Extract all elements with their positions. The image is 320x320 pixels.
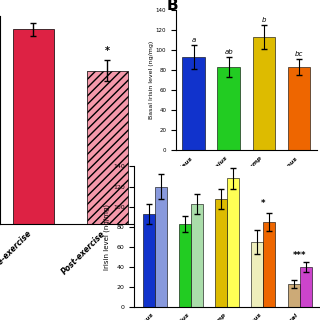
Bar	[263, 222, 276, 307]
Bar	[288, 67, 310, 150]
Bar	[252, 242, 263, 307]
Bar	[300, 267, 312, 307]
Bar	[218, 67, 240, 150]
Text: b: b	[262, 17, 266, 23]
Y-axis label: Irisin level (ng/mg): Irisin level (ng/mg)	[104, 204, 110, 270]
Text: bc: bc	[295, 51, 303, 57]
Bar	[87, 71, 128, 224]
Bar	[191, 204, 203, 307]
Text: ***: ***	[293, 251, 306, 260]
Text: *: *	[261, 199, 266, 208]
Bar	[215, 199, 227, 307]
Bar	[227, 179, 239, 307]
Bar	[13, 29, 54, 224]
Bar	[179, 224, 191, 307]
Text: B: B	[166, 0, 178, 12]
Bar	[143, 214, 155, 307]
Bar	[252, 37, 275, 150]
Text: ab: ab	[225, 49, 233, 55]
Y-axis label: Basal Irisin level (ng/mg): Basal Irisin level (ng/mg)	[149, 41, 154, 119]
Bar	[288, 284, 300, 307]
Bar	[182, 57, 205, 150]
Bar	[155, 187, 167, 307]
Text: *: *	[105, 46, 110, 56]
Text: a: a	[192, 37, 196, 43]
